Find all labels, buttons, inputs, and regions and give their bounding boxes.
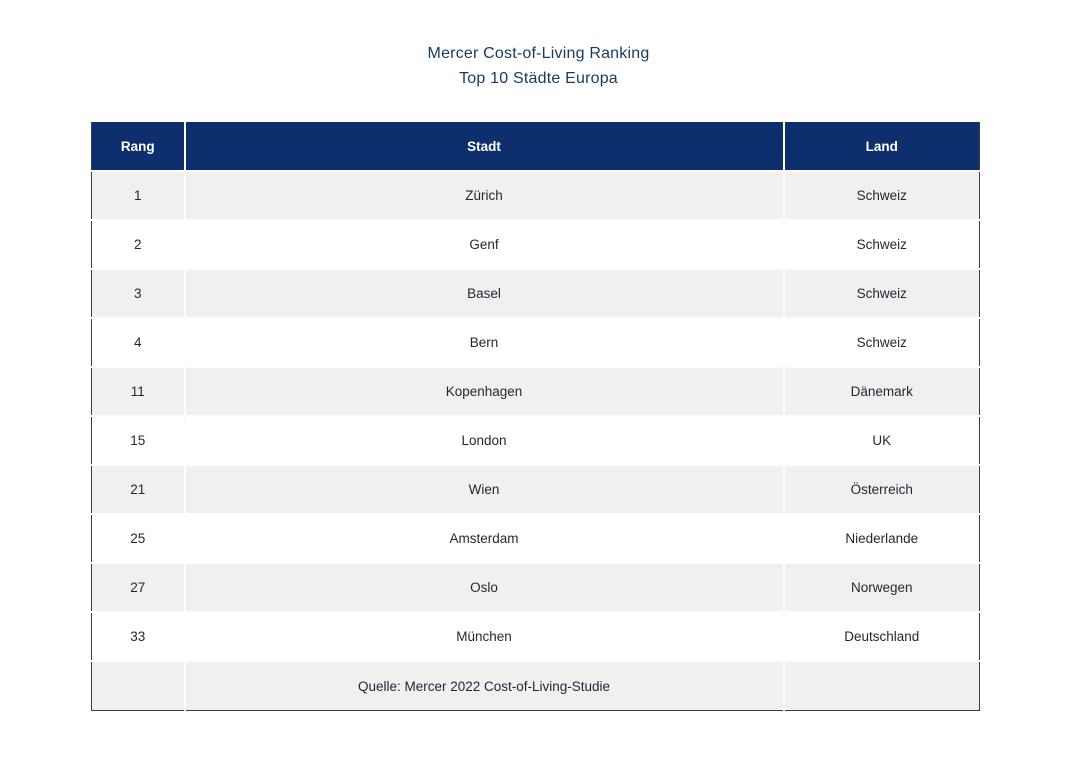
cell-stadt: Wien [183,465,784,514]
cell-land: Dänemark [782,367,980,416]
cell-stadt: London [183,416,784,465]
cell-stadt: Oslo [183,563,784,612]
title-block: Mercer Cost-of-Living Ranking Top 10 Stä… [0,0,1077,91]
column-header-rang: Rang [91,122,185,171]
cell-land: Schweiz [782,269,980,318]
cell-rang: 4 [133,335,142,350]
cell-stadt: Zürich [183,171,784,220]
cell-rang: 25 [130,531,146,546]
chart-subtitle: Top 10 Städte Europa [459,70,618,87]
table-row: 2 Genf Schweiz [91,220,980,269]
table-row: 33 München Deutschland [91,612,980,661]
cell-rang: 27 [130,580,146,595]
source-text: Quelle: Mercer 2022 Cost-of-Living-Studi… [183,661,784,711]
table-row: 4 Bern Schweiz [91,318,980,367]
header-row: Rang Stadt Land [91,122,980,171]
column-header-land: Land [782,122,980,171]
table-row: 21 Wien Österreich [91,465,980,514]
cell-rang: 33 [130,629,146,644]
column-header-stadt: Stadt [183,122,784,171]
table-row: 27 Oslo Norwegen [91,563,980,612]
cell-land: Österreich [782,465,980,514]
cell-stadt: München [183,612,784,661]
cell-land: Norwegen [782,563,980,612]
cell-land: UK [782,416,980,465]
cell-rang: 3 [133,286,142,301]
cell-rang: 21 [130,482,146,497]
table-row: 1 Zürich Schweiz [91,171,980,220]
table-row: 3 Basel Schweiz [91,269,980,318]
cell-land: Deutschland [782,612,980,661]
table-row: 25 Amsterdam Niederlande [91,514,980,563]
source-spacer-right [782,661,980,711]
cell-rang: 1 [133,188,142,203]
cell-stadt: Bern [183,318,784,367]
source-row: Quelle: Mercer 2022 Cost-of-Living-Studi… [91,661,980,711]
cell-stadt: Amsterdam [183,514,784,563]
cell-land: Schweiz [782,171,980,220]
cell-land: Schweiz [782,318,980,367]
cell-land: Niederlande [782,514,980,563]
cell-rang: 11 [130,384,145,399]
cell-rang: 2 [133,237,142,252]
ranking-table: Rang Stadt Land 1 Zürich Schweiz 2 Genf … [91,122,980,711]
source-spacer-left [92,661,185,711]
table-row: 11 Kopenhagen Dänemark [91,367,980,416]
table-body: 1 Zürich Schweiz 2 Genf Schweiz 3 Basel … [91,171,980,661]
table-row: 15 London UK [91,416,980,465]
cell-stadt: Genf [183,220,784,269]
cell-stadt: Kopenhagen [183,367,784,416]
cell-land: Schweiz [782,220,980,269]
chart-title: Mercer Cost-of-Living Ranking [427,45,650,62]
cell-rang: 15 [130,433,146,448]
cell-stadt: Basel [183,269,784,318]
